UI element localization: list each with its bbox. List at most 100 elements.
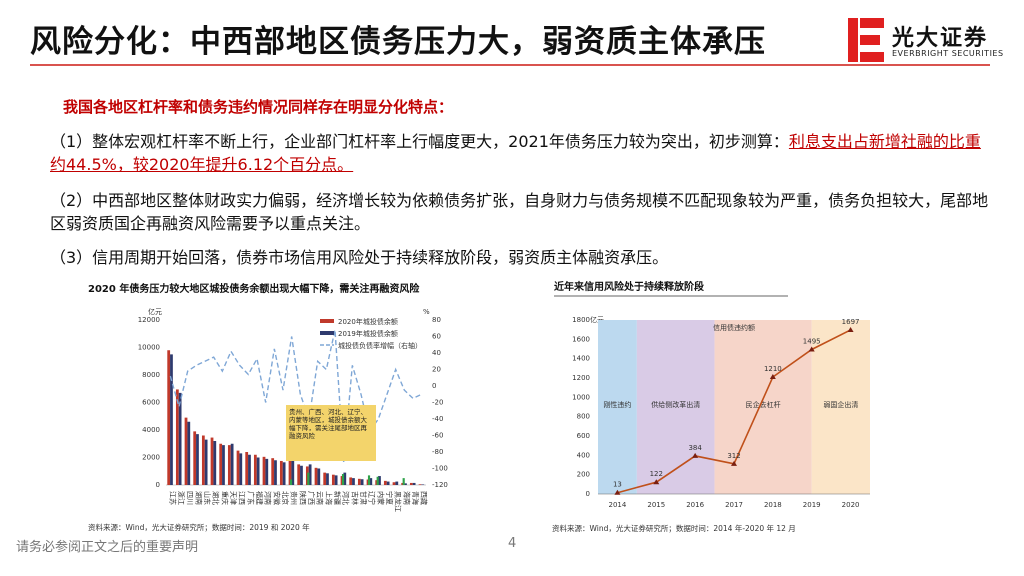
left-y-tick-label: 12000 — [138, 316, 160, 324]
bar-2020 — [323, 472, 327, 485]
left-x-tick-label: 宁夏 — [385, 491, 394, 505]
right-chart-y-unit: 亿元 — [590, 315, 604, 324]
right-chart-source: 资料来源：Wind，光大证券研究所；数据时间：2014 年-2020 年 12 … — [552, 523, 796, 533]
left-chart-annotation-box: 贵州、广西、河北、辽宁、内蒙等地区，城投债余额大幅下降，需关注尾部地区再融资风险 — [286, 405, 376, 461]
right-y-tick-label: 1600 — [572, 335, 590, 343]
bar-2020 — [271, 458, 275, 485]
left-x-tick-label: 甘肃 — [359, 491, 368, 505]
bar-2020 — [331, 474, 335, 485]
left-y2-tick-label: -120 — [432, 481, 448, 489]
disclaimer-text: 请务必参阅正文之后的重要声明 — [16, 540, 199, 555]
left-x-tick-label: 贵州 — [290, 491, 299, 505]
left-y2-tick-label: 40 — [432, 349, 441, 357]
bar-2019 — [421, 484, 425, 485]
data-label: 1697 — [842, 318, 860, 326]
bar-2020 — [175, 389, 179, 485]
paragraph-1-text: （1）整体宏观杠杆率不断上行，企业部门杠杆率上行幅度更大，2021年债务压力较为… — [50, 132, 789, 151]
bar-2019 — [265, 458, 269, 485]
left-x-tick-label: 江西 — [238, 491, 246, 505]
left-y2-tick-label: -100 — [432, 465, 448, 473]
left-x-tick-label: 湖南 — [194, 491, 203, 505]
bar-2019 — [178, 392, 182, 485]
data-label: 1495 — [803, 337, 821, 345]
paragraph-2: （2）中西部地区整体财政实力偏弱，经济增长较为依赖债务扩张，自身财力与债务规模不… — [50, 191, 989, 233]
bar-2020 — [409, 482, 413, 485]
legend-label: 城投债负债率增幅（右轴） — [338, 341, 422, 350]
highlight-bar — [289, 479, 293, 485]
bar-2020 — [288, 460, 292, 485]
left-x-tick-label: 西藏 — [420, 491, 429, 505]
bar-2019 — [308, 464, 312, 485]
right-y-tick-label: 400 — [577, 451, 590, 459]
data-label: 1210 — [764, 365, 782, 373]
data-point-marker — [731, 460, 737, 466]
bar-2019 — [187, 421, 191, 485]
left-x-tick-label: 新疆 — [333, 491, 342, 505]
bar-2019 — [352, 478, 355, 485]
highlight-bar — [341, 474, 345, 485]
bar-2019 — [282, 462, 286, 485]
credit-default-chart: 近年来信用风险处于持续释放阶段 亿元 刚性违约 供给侧改革出清 民企去杠杆 弱国企出清… — [552, 280, 870, 533]
bar-2020 — [297, 464, 301, 485]
bar-2019 — [274, 460, 277, 485]
right-y-tick-label: 200 — [577, 471, 590, 479]
left-chart-source: 资料来源：Wind，光大证券研究所；数据时间：2019 和 2020 年 — [88, 522, 310, 532]
bar-2020 — [201, 435, 205, 485]
bar-2020 — [193, 431, 197, 485]
left-x-tick-label: 重庆 — [220, 491, 229, 505]
data-label: 384 — [688, 444, 702, 452]
left-y2-tick-label: -40 — [432, 415, 443, 423]
left-x-tick-label: 内蒙 — [376, 491, 385, 505]
data-point-marker — [614, 489, 621, 495]
left-y2-tick-label: 80 — [432, 316, 441, 324]
phase-label: 刚性违约 — [603, 400, 631, 409]
left-y-tick-label: 4000 — [142, 426, 160, 434]
phase-band — [714, 320, 812, 494]
bar-2020 — [418, 484, 422, 485]
bar-2019 — [378, 476, 381, 485]
left-y-tick-label: 6000 — [142, 399, 160, 407]
right-x-tick-label: 2016 — [686, 501, 704, 509]
bar-2020 — [357, 478, 361, 485]
phase-label: 弱国企出清 — [823, 400, 858, 409]
right-y-tick-label: 1800 — [572, 316, 590, 324]
bar-2019 — [256, 457, 260, 485]
left-x-tick-label: 辽宁 — [368, 491, 377, 505]
left-y-tick-label: 0 — [156, 481, 160, 489]
bar-2020 — [227, 445, 231, 485]
right-y-tick-label: 1000 — [572, 393, 590, 401]
phase-band — [811, 320, 870, 494]
left-chart-y-unit: 亿元 — [148, 307, 162, 316]
bar-2020 — [184, 417, 188, 485]
bar-2019 — [239, 453, 243, 485]
right-chart-series-title: 信用债违约额 — [713, 323, 755, 332]
data-point-marker — [653, 479, 660, 485]
bar-2019 — [230, 443, 234, 485]
section-headline: 我国各地区杠杆率和债务违约情况同样存在明显分化特点： — [63, 98, 454, 116]
highlight-bar — [376, 476, 379, 485]
bar-2019 — [317, 468, 321, 485]
bar-2020 — [279, 460, 283, 485]
phase-band — [598, 320, 637, 494]
slide-title: 风险分化：中西部地区债务压力大，弱资质主体承压 — [30, 24, 766, 60]
left-x-tick-label: 山东 — [203, 491, 212, 505]
right-x-tick-label: 2019 — [803, 501, 821, 509]
bar-2020 — [245, 452, 249, 485]
title-divider — [30, 64, 990, 66]
left-x-tick-label: 吉林 — [350, 491, 359, 505]
left-x-tick-label: 云南 — [316, 491, 325, 505]
left-x-tick-label: 广西 — [307, 491, 316, 505]
right-y-tick-label: 600 — [577, 432, 590, 440]
left-y2-tick-label: -60 — [432, 432, 443, 440]
left-chart-title: 2020 年债务压力较大地区城投债务余额出现大幅下降，需关注再融资风险 — [88, 282, 420, 295]
city-investment-debt-chart: 2020 年债务压力较大地区城投债务余额出现大幅下降，需关注再融资风险 亿元 %… — [88, 282, 448, 532]
bar-2020 — [392, 482, 396, 485]
right-y-tick-label: 0 — [586, 490, 590, 498]
data-point-marker — [692, 452, 699, 458]
bar-2019 — [326, 473, 329, 485]
bar-2019 — [369, 478, 373, 485]
left-x-tick-label: 福建 — [255, 491, 264, 505]
highlight-bar — [402, 478, 405, 485]
left-x-tick-label: 广东 — [246, 491, 255, 505]
right-x-tick-label: 2018 — [764, 501, 782, 509]
